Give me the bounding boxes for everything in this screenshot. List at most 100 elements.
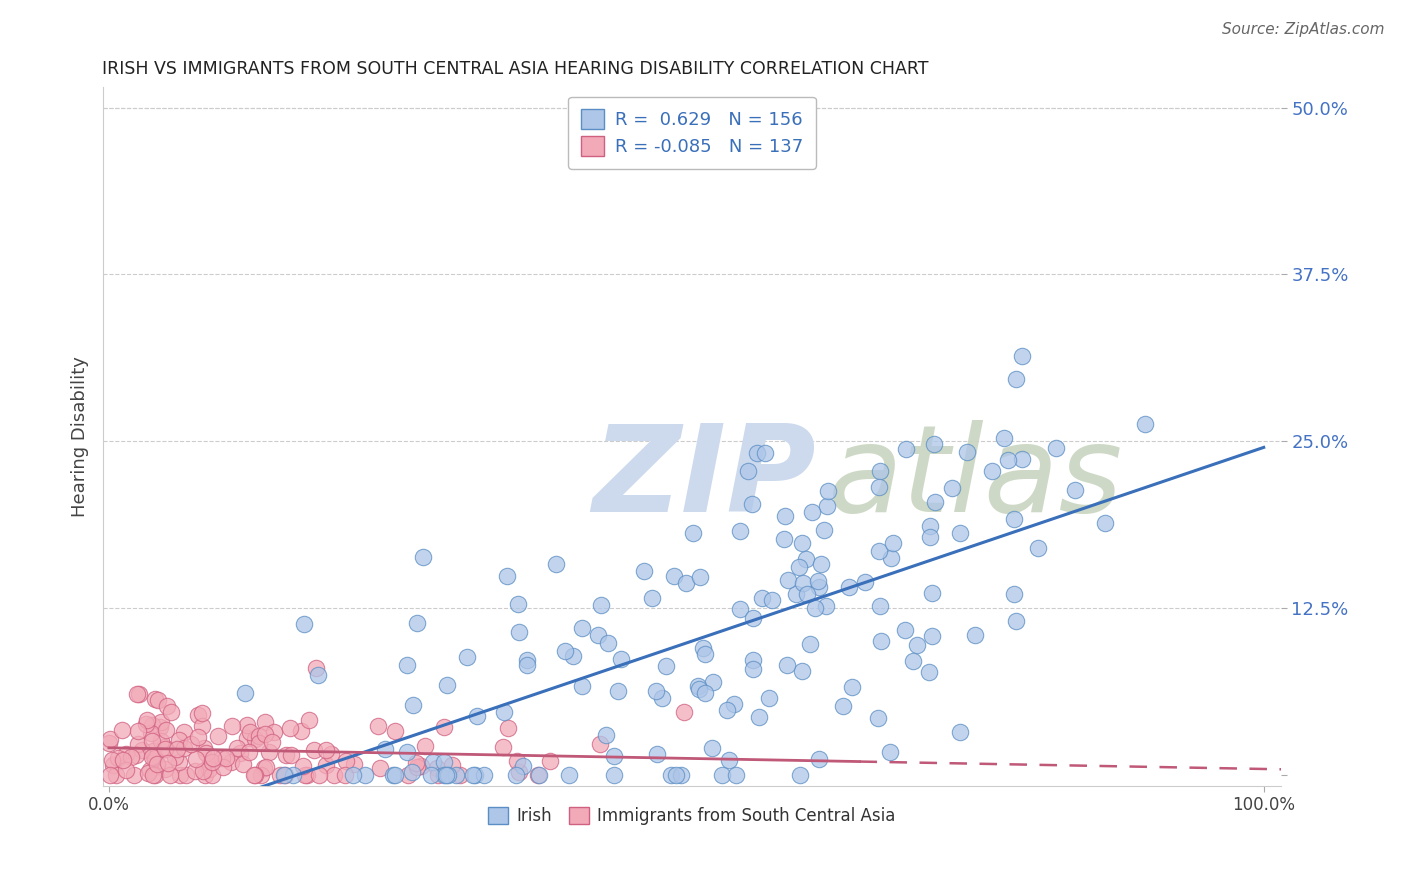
Point xyxy=(787,559,810,574)
Point xyxy=(401,765,423,780)
Point xyxy=(141,734,163,748)
Point xyxy=(253,761,276,775)
Point xyxy=(143,751,166,765)
Point xyxy=(1135,417,1157,431)
Point xyxy=(194,746,217,760)
Point xyxy=(792,536,814,550)
Point xyxy=(832,698,855,713)
Point xyxy=(598,635,620,649)
Point xyxy=(131,743,153,757)
Point xyxy=(143,692,166,706)
Point xyxy=(207,729,229,743)
Point xyxy=(107,751,129,765)
Point xyxy=(249,768,271,782)
Point xyxy=(120,750,142,764)
Point xyxy=(274,747,297,762)
Point xyxy=(506,597,529,611)
Point xyxy=(641,591,664,605)
Point xyxy=(1005,372,1028,386)
Point xyxy=(465,709,488,723)
Point xyxy=(190,706,212,720)
Point xyxy=(562,648,585,663)
Point xyxy=(965,627,987,641)
Point xyxy=(506,754,529,768)
Point xyxy=(718,753,741,767)
Point xyxy=(949,724,972,739)
Point xyxy=(716,703,738,717)
Point xyxy=(921,629,943,643)
Point xyxy=(193,764,215,778)
Point xyxy=(308,768,330,782)
Point xyxy=(918,530,941,544)
Point xyxy=(236,731,259,745)
Point xyxy=(157,756,180,770)
Point xyxy=(173,741,195,756)
Point xyxy=(247,730,270,744)
Point xyxy=(607,684,630,698)
Point xyxy=(101,753,124,767)
Point xyxy=(180,737,202,751)
Point xyxy=(269,768,291,782)
Point xyxy=(810,557,832,571)
Point xyxy=(242,768,264,782)
Point xyxy=(675,576,697,591)
Point xyxy=(702,741,724,756)
Point xyxy=(238,725,260,739)
Point xyxy=(868,480,890,494)
Point xyxy=(319,747,342,761)
Point xyxy=(464,768,486,782)
Point xyxy=(879,551,901,566)
Point xyxy=(232,756,254,771)
Point xyxy=(128,687,150,701)
Point xyxy=(776,658,799,673)
Point xyxy=(446,768,468,782)
Point xyxy=(159,768,181,782)
Point xyxy=(384,768,406,782)
Point xyxy=(508,764,530,779)
Point xyxy=(143,768,166,782)
Point xyxy=(492,740,515,755)
Point xyxy=(396,768,419,782)
Point xyxy=(112,753,135,767)
Point xyxy=(402,698,425,712)
Point xyxy=(921,586,943,600)
Point xyxy=(342,768,364,782)
Point xyxy=(374,742,396,756)
Point xyxy=(292,617,315,632)
Point xyxy=(98,736,121,750)
Point xyxy=(538,755,561,769)
Point xyxy=(496,721,519,735)
Point xyxy=(412,549,434,564)
Point xyxy=(589,737,612,751)
Point xyxy=(219,756,242,770)
Point xyxy=(165,749,187,764)
Point xyxy=(773,508,796,523)
Point xyxy=(146,692,169,706)
Point xyxy=(243,768,266,782)
Point xyxy=(225,741,247,756)
Point xyxy=(305,661,328,675)
Point xyxy=(472,768,495,782)
Point xyxy=(651,690,673,705)
Point xyxy=(425,761,447,775)
Point xyxy=(918,518,941,533)
Point xyxy=(868,544,890,558)
Point xyxy=(148,719,170,733)
Point xyxy=(247,736,270,750)
Point xyxy=(142,768,165,782)
Point xyxy=(496,569,519,583)
Point xyxy=(191,719,214,733)
Point xyxy=(807,580,830,594)
Point xyxy=(198,756,221,770)
Point xyxy=(527,768,550,782)
Point xyxy=(333,768,356,782)
Point xyxy=(589,599,612,613)
Point xyxy=(295,768,318,782)
Point xyxy=(150,715,173,730)
Point xyxy=(127,723,149,738)
Point xyxy=(104,768,127,782)
Point xyxy=(184,764,207,779)
Point xyxy=(853,575,876,590)
Point xyxy=(941,481,963,495)
Point xyxy=(136,714,159,728)
